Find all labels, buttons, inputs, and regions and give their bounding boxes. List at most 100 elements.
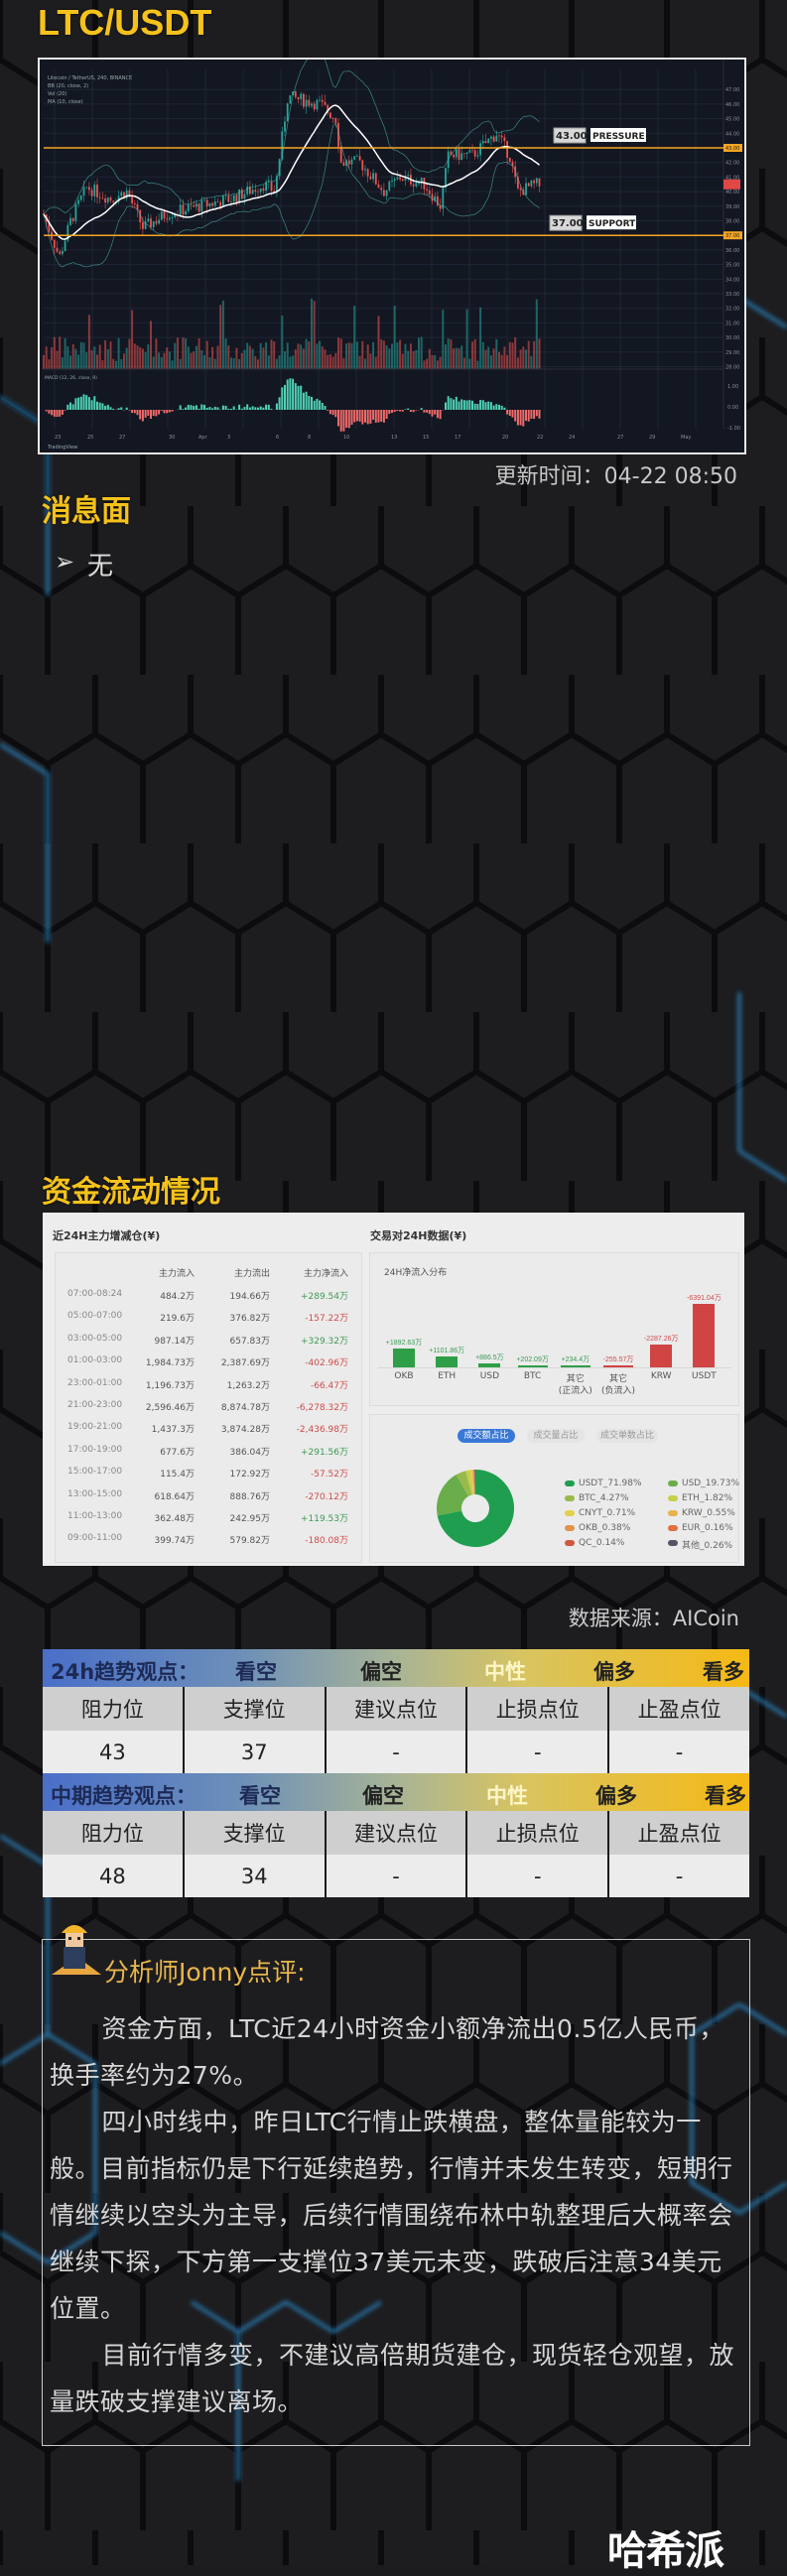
macd-histogram-bar	[153, 410, 155, 416]
macd-histogram-bar	[437, 410, 439, 418]
volume-bar	[490, 355, 492, 369]
symbol-line: Litecoin / TetherUS, 240, BINANCE	[48, 75, 132, 81]
candle	[198, 203, 200, 211]
volume-bar	[62, 357, 64, 369]
macd-histogram-bar	[314, 401, 316, 410]
candle	[506, 141, 508, 158]
candle	[193, 205, 195, 206]
flow-value: 386.04万	[230, 1445, 271, 1458]
legend-label: OKB_0.38%	[579, 1523, 630, 1533]
volume-bar	[177, 337, 179, 369]
macd-histogram-bar	[112, 409, 114, 410]
main-flow-title: 近24H主力增减仓(¥)	[53, 1227, 160, 1243]
volume-bar	[501, 355, 503, 369]
macd-histogram-bar	[96, 402, 98, 410]
candle	[57, 248, 59, 252]
macd-histogram-bar	[142, 410, 144, 421]
macd-histogram-bar	[311, 397, 313, 410]
bar-category: USD	[468, 1371, 510, 1381]
macd-histogram-bar	[501, 406, 503, 410]
moving-average-line	[44, 105, 540, 239]
candle	[120, 193, 122, 196]
macd-histogram-bar	[62, 410, 64, 415]
legend-label: USDT_71.98%	[579, 1479, 642, 1488]
tab-1[interactable]: 成交额占比	[458, 1429, 515, 1443]
candle	[356, 156, 358, 157]
pressure-value: 43.00	[556, 131, 588, 142]
volume-bar	[96, 354, 98, 369]
macd-histogram-bar	[327, 410, 328, 411]
volume-bar	[533, 341, 535, 369]
macd-histogram-bar	[476, 404, 478, 410]
volume-bar	[329, 354, 331, 369]
volume-bar	[77, 354, 79, 369]
candle	[501, 136, 503, 138]
macd-histogram-bar	[155, 410, 157, 416]
macd-histogram-bar	[51, 410, 53, 415]
macd-histogram-bar	[77, 398, 79, 410]
macd-histogram-bar	[196, 405, 197, 410]
macd-histogram-bar	[227, 409, 229, 410]
candle	[388, 182, 390, 191]
candle	[54, 240, 56, 248]
bar-value-label: +202.09万	[512, 1354, 554, 1364]
macd-histogram-bar	[249, 408, 251, 410]
candle	[490, 137, 492, 139]
macd-histogram-bar	[198, 409, 200, 410]
volume-bar	[468, 358, 470, 369]
date-tick: 22	[537, 435, 543, 441]
candle	[394, 179, 396, 181]
macd-histogram-bar	[200, 404, 202, 410]
analyst-title: 分析师Jonny点评:	[104, 1953, 306, 1989]
volume-bar	[172, 360, 174, 369]
volume-bar	[289, 356, 291, 369]
volume-bar	[311, 299, 313, 369]
volume-bar	[418, 337, 420, 369]
volume-bar	[448, 338, 450, 369]
volume-bar	[227, 345, 229, 369]
price-tick: 34.00	[725, 277, 739, 283]
candle	[172, 217, 174, 218]
candle	[479, 143, 481, 155]
flow-value: 219.6万	[160, 1311, 195, 1324]
bar-value-label: +1892.63万	[383, 1338, 425, 1348]
volume-bar	[415, 350, 417, 369]
date-tick: 30	[169, 435, 175, 441]
trend-scale-option: 偏多	[593, 1656, 635, 1686]
candle	[131, 196, 133, 203]
volume-bar	[254, 356, 256, 369]
volume-bar	[509, 342, 511, 369]
legend-swatch	[565, 1495, 575, 1501]
volume-bar	[161, 357, 163, 369]
candle	[161, 211, 163, 219]
volume-bar	[185, 338, 187, 369]
volume-bar	[66, 346, 68, 369]
net-inflow-bar	[693, 1304, 715, 1367]
tab-2[interactable]: 成交量占比	[527, 1429, 585, 1443]
macd-histogram-bar	[166, 410, 168, 413]
macd-histogram-bar	[471, 401, 473, 410]
flow-value: +329.32万	[301, 1334, 348, 1347]
volume-bar	[334, 353, 336, 369]
flow-value: 376.82万	[230, 1311, 271, 1324]
flow-value: 888.76万	[230, 1489, 271, 1502]
flow-value: 3,874.28万	[221, 1422, 270, 1435]
trend-title: 24h趋势观点：	[51, 1656, 198, 1686]
price-tick: 47.00	[725, 87, 739, 93]
candle	[498, 136, 500, 137]
tab-3[interactable]: 成交单数占比	[596, 1429, 658, 1443]
column-header: 止盈点位	[609, 1811, 749, 1855]
candle	[325, 102, 327, 105]
legend-label: CNYT_0.71%	[579, 1508, 635, 1518]
volume-bar	[107, 349, 109, 369]
column-header: 止损点位	[467, 1811, 609, 1855]
candle	[102, 198, 104, 199]
volume-bar	[503, 346, 505, 369]
time-range: 09:00-11:00	[67, 1533, 122, 1543]
flow-value: 2,596.46万	[146, 1400, 195, 1413]
candle	[185, 211, 187, 215]
volume-bar	[322, 346, 324, 369]
macd-histogram-bar	[137, 410, 139, 415]
